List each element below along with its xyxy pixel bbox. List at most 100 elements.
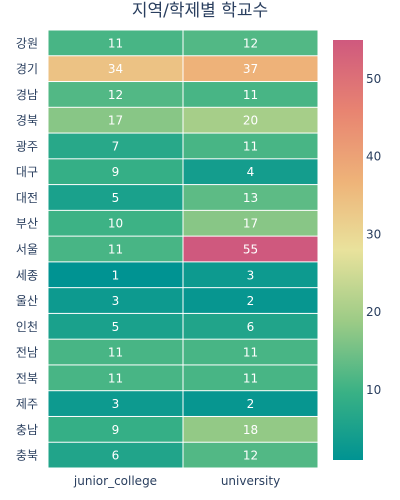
cell-value-label: 11	[108, 371, 123, 385]
cell-value-label: 17	[243, 217, 258, 231]
y-tick-label: 대전	[16, 191, 38, 205]
heatmap-cell	[183, 133, 318, 159]
heatmap-cell	[183, 262, 318, 288]
cell-value-label: 1	[112, 268, 120, 282]
heatmap-cell	[48, 416, 183, 442]
heatmap-cell	[183, 391, 318, 416]
cell-value-label: 3	[112, 294, 120, 308]
x-tick-label: junior_college	[73, 474, 157, 488]
heatmap-cell	[48, 391, 183, 416]
heatmap-cell	[183, 210, 318, 236]
cell-value-label: 3	[247, 268, 255, 282]
cell-value-label: 4	[247, 165, 255, 179]
cell-value-label: 11	[243, 139, 258, 153]
colorbar-tick-label: 20	[366, 305, 381, 319]
y-tick-label: 경남	[16, 88, 38, 102]
heatmap-cell	[48, 262, 183, 288]
cell-value-label: 11	[108, 243, 123, 257]
y-tick-label: 강원	[16, 36, 38, 50]
heatmap-cell	[48, 56, 183, 82]
cell-value-label: 34	[108, 62, 123, 76]
heatmap-cell	[183, 313, 318, 339]
heatmap-cell	[48, 107, 183, 133]
cell-value-label: 11	[243, 346, 258, 360]
cell-value-label: 11	[243, 88, 258, 102]
colorbar-ticks: 10 20 30 40 50	[366, 72, 381, 397]
cell-value-label: 17	[108, 114, 123, 128]
heatmap-cell	[183, 82, 318, 107]
colorbar: 10 20 30 40 50	[333, 40, 381, 460]
cell-value-label: 12	[243, 36, 258, 50]
y-tick-label: 전남	[16, 346, 38, 360]
heatmap-cell	[48, 442, 183, 468]
cell-value-label: 5	[112, 191, 120, 205]
cell-value-label: 7	[112, 139, 120, 153]
cell-value-label: 2	[247, 397, 255, 411]
y-tick-label: 전북	[16, 371, 38, 385]
cell-value-label: 5	[112, 320, 120, 334]
x-tick-label: university	[221, 474, 280, 488]
heatmap-cell	[183, 442, 318, 468]
heatmap-cell	[183, 288, 318, 313]
heatmap-cell	[48, 210, 183, 236]
y-tick-label: 경기	[16, 62, 38, 76]
cell-value-label: 6	[247, 320, 255, 334]
cell-value-label: 37	[243, 62, 258, 76]
y-tick-label: 광주	[16, 139, 38, 153]
heatmap-cell	[183, 339, 318, 365]
cell-value-label: 9	[112, 165, 120, 179]
heatmap-cell	[183, 56, 318, 82]
heatmap-cell	[183, 365, 318, 391]
cell-value-label: 11	[108, 36, 123, 50]
colorbar-gradient	[333, 40, 363, 460]
y-tick-label: 충북	[16, 449, 38, 463]
heatmap-cell	[183, 107, 318, 133]
colorbar-tick-label: 30	[366, 227, 381, 241]
cell-value-label: 2	[247, 294, 255, 308]
y-tick-label: 서울	[16, 243, 38, 257]
cell-value-label: 20	[243, 114, 258, 128]
heatmap-cell	[183, 416, 318, 442]
cell-value-label: 10	[108, 217, 123, 231]
y-tick-label: 대구	[16, 165, 38, 179]
cell-value-label: 9	[112, 423, 120, 437]
y-tick-label: 인천	[16, 319, 38, 334]
colorbar-tick-label: 40	[366, 150, 381, 164]
cell-value-label: 13	[243, 191, 258, 205]
cell-value-label: 11	[108, 346, 123, 360]
heatmap-cell	[183, 159, 318, 185]
colorbar-tick-label: 10	[366, 383, 381, 397]
cell-value-label: 12	[108, 88, 123, 102]
heatmap-cell	[48, 133, 183, 159]
heatmap-cell	[48, 288, 183, 313]
heatmap-cell	[48, 339, 183, 365]
y-tick-label: 세종	[16, 268, 38, 282]
chart-title: 지역/학제별 학교수	[132, 1, 268, 21]
y-tick-label: 제주	[16, 397, 38, 411]
heatmap-cell	[183, 185, 318, 210]
colorbar-tick-label: 50	[366, 72, 381, 86]
cell-value-label: 11	[243, 371, 258, 385]
heatmap-cell	[183, 236, 318, 262]
cell-value-label: 55	[243, 243, 258, 257]
cell-value-label: 18	[243, 423, 258, 437]
heatmap-cell	[48, 313, 183, 339]
cell-value-label: 3	[112, 397, 120, 411]
cell-value-label: 12	[243, 449, 258, 463]
y-tick-label: 울산	[16, 294, 38, 308]
y-tick-label: 충남	[16, 423, 38, 437]
heatmap-cell	[48, 82, 183, 107]
heatmap-cell	[48, 236, 183, 262]
y-tick-label: 부산	[16, 217, 38, 231]
heatmap-cell	[48, 159, 183, 185]
y-tick-label: 경북	[16, 114, 38, 128]
x-axis-labels: junior_college university	[73, 474, 280, 488]
heatmap-cell	[183, 30, 318, 56]
cell-value-label: 6	[112, 449, 120, 463]
heatmap-cell	[48, 30, 183, 56]
heatmap-cell	[48, 365, 183, 391]
heatmap-cell	[48, 185, 183, 210]
